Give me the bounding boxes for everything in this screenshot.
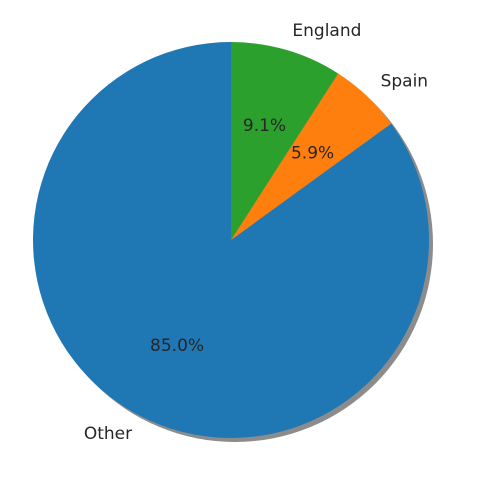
pie-slices xyxy=(33,42,430,438)
slice-label-spain: Spain xyxy=(381,72,429,92)
slice-percent-england: 9.1% xyxy=(243,116,286,136)
pie-slice-spain xyxy=(231,73,392,241)
pie-slice-england xyxy=(231,42,339,240)
pie-slice-other xyxy=(33,42,430,438)
slice-percent-spain: 5.9% xyxy=(291,144,334,164)
pie-labels: Other 85.0% Spain 5.9% England 9.1% xyxy=(84,21,428,444)
slice-label-england: England xyxy=(292,21,361,41)
slice-label-other: Other xyxy=(84,424,132,444)
slice-percent-other: 85.0% xyxy=(150,336,204,356)
